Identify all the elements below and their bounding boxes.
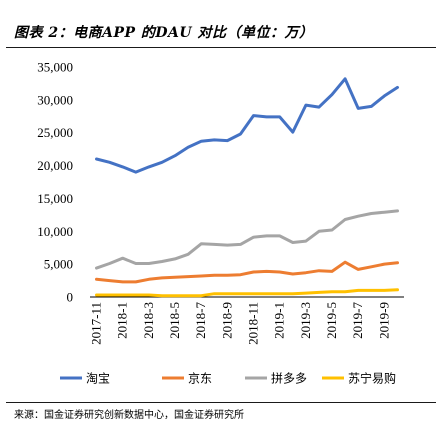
- y-tick-label: 15,000: [37, 191, 73, 206]
- legend-label: 京东: [188, 372, 212, 386]
- x-tick-label: 2017-11: [89, 302, 104, 345]
- y-tick-label: 10,000: [37, 224, 73, 239]
- x-tick-label: 2018-3: [141, 302, 156, 339]
- x-tick-label: 2019-7: [350, 302, 365, 339]
- title-divider: [6, 47, 436, 48]
- x-tick-label: 2019-5: [324, 302, 339, 339]
- x-tick-label: 2018-1: [115, 302, 130, 339]
- legend-label: 苏宁易购: [348, 371, 396, 386]
- dau-line-chart: 0 5,000 10,000 15,000 20,000 25,000 30,000 35,0…: [37, 60, 404, 386]
- x-tick-label: 2019-1: [272, 302, 287, 339]
- x-tick-label: 2018-11: [246, 302, 261, 345]
- y-tick-label: 35,000: [37, 60, 73, 75]
- figure-title: 图表 2：电商APP 的DAU 对比（单位：万）: [14, 25, 314, 41]
- series-line-2: [95, 260, 399, 284]
- y-tick-label: 0: [67, 290, 74, 305]
- x-axis: 2017-11 2018-1 2018-3 2018-5 2018-7 2018-9 201…: [89, 296, 404, 345]
- series-line-3: [95, 209, 399, 270]
- y-axis: 0 5,000 10,000 15,000 20,000 25,000 30,000 35,0…: [37, 60, 73, 305]
- y-tick-label: 20,000: [37, 158, 73, 173]
- legend-label: 拼多多: [271, 372, 307, 386]
- series-line-4: [95, 288, 399, 298]
- legend: 淘宝 京东 拼多多 苏宁易购: [60, 371, 396, 386]
- x-tick-label: 2019-3: [298, 302, 313, 339]
- series-lines: [95, 77, 399, 298]
- x-tick-label: 2019-9: [376, 302, 391, 339]
- legend-label: 淘宝: [86, 372, 110, 386]
- series-line-1: [95, 77, 399, 174]
- footer-divider: [6, 402, 436, 403]
- y-tick-label: 30,000: [37, 92, 73, 107]
- y-tick-label: 5,000: [44, 257, 73, 272]
- source-note: 来源：国金证券研究创新数据中心，国金证券研究所: [14, 410, 244, 421]
- x-tick-label: 2018-7: [193, 302, 208, 339]
- x-tick-label: 2018-9: [219, 302, 234, 339]
- y-tick-label: 25,000: [37, 125, 73, 140]
- x-tick-label: 2018-5: [167, 302, 182, 339]
